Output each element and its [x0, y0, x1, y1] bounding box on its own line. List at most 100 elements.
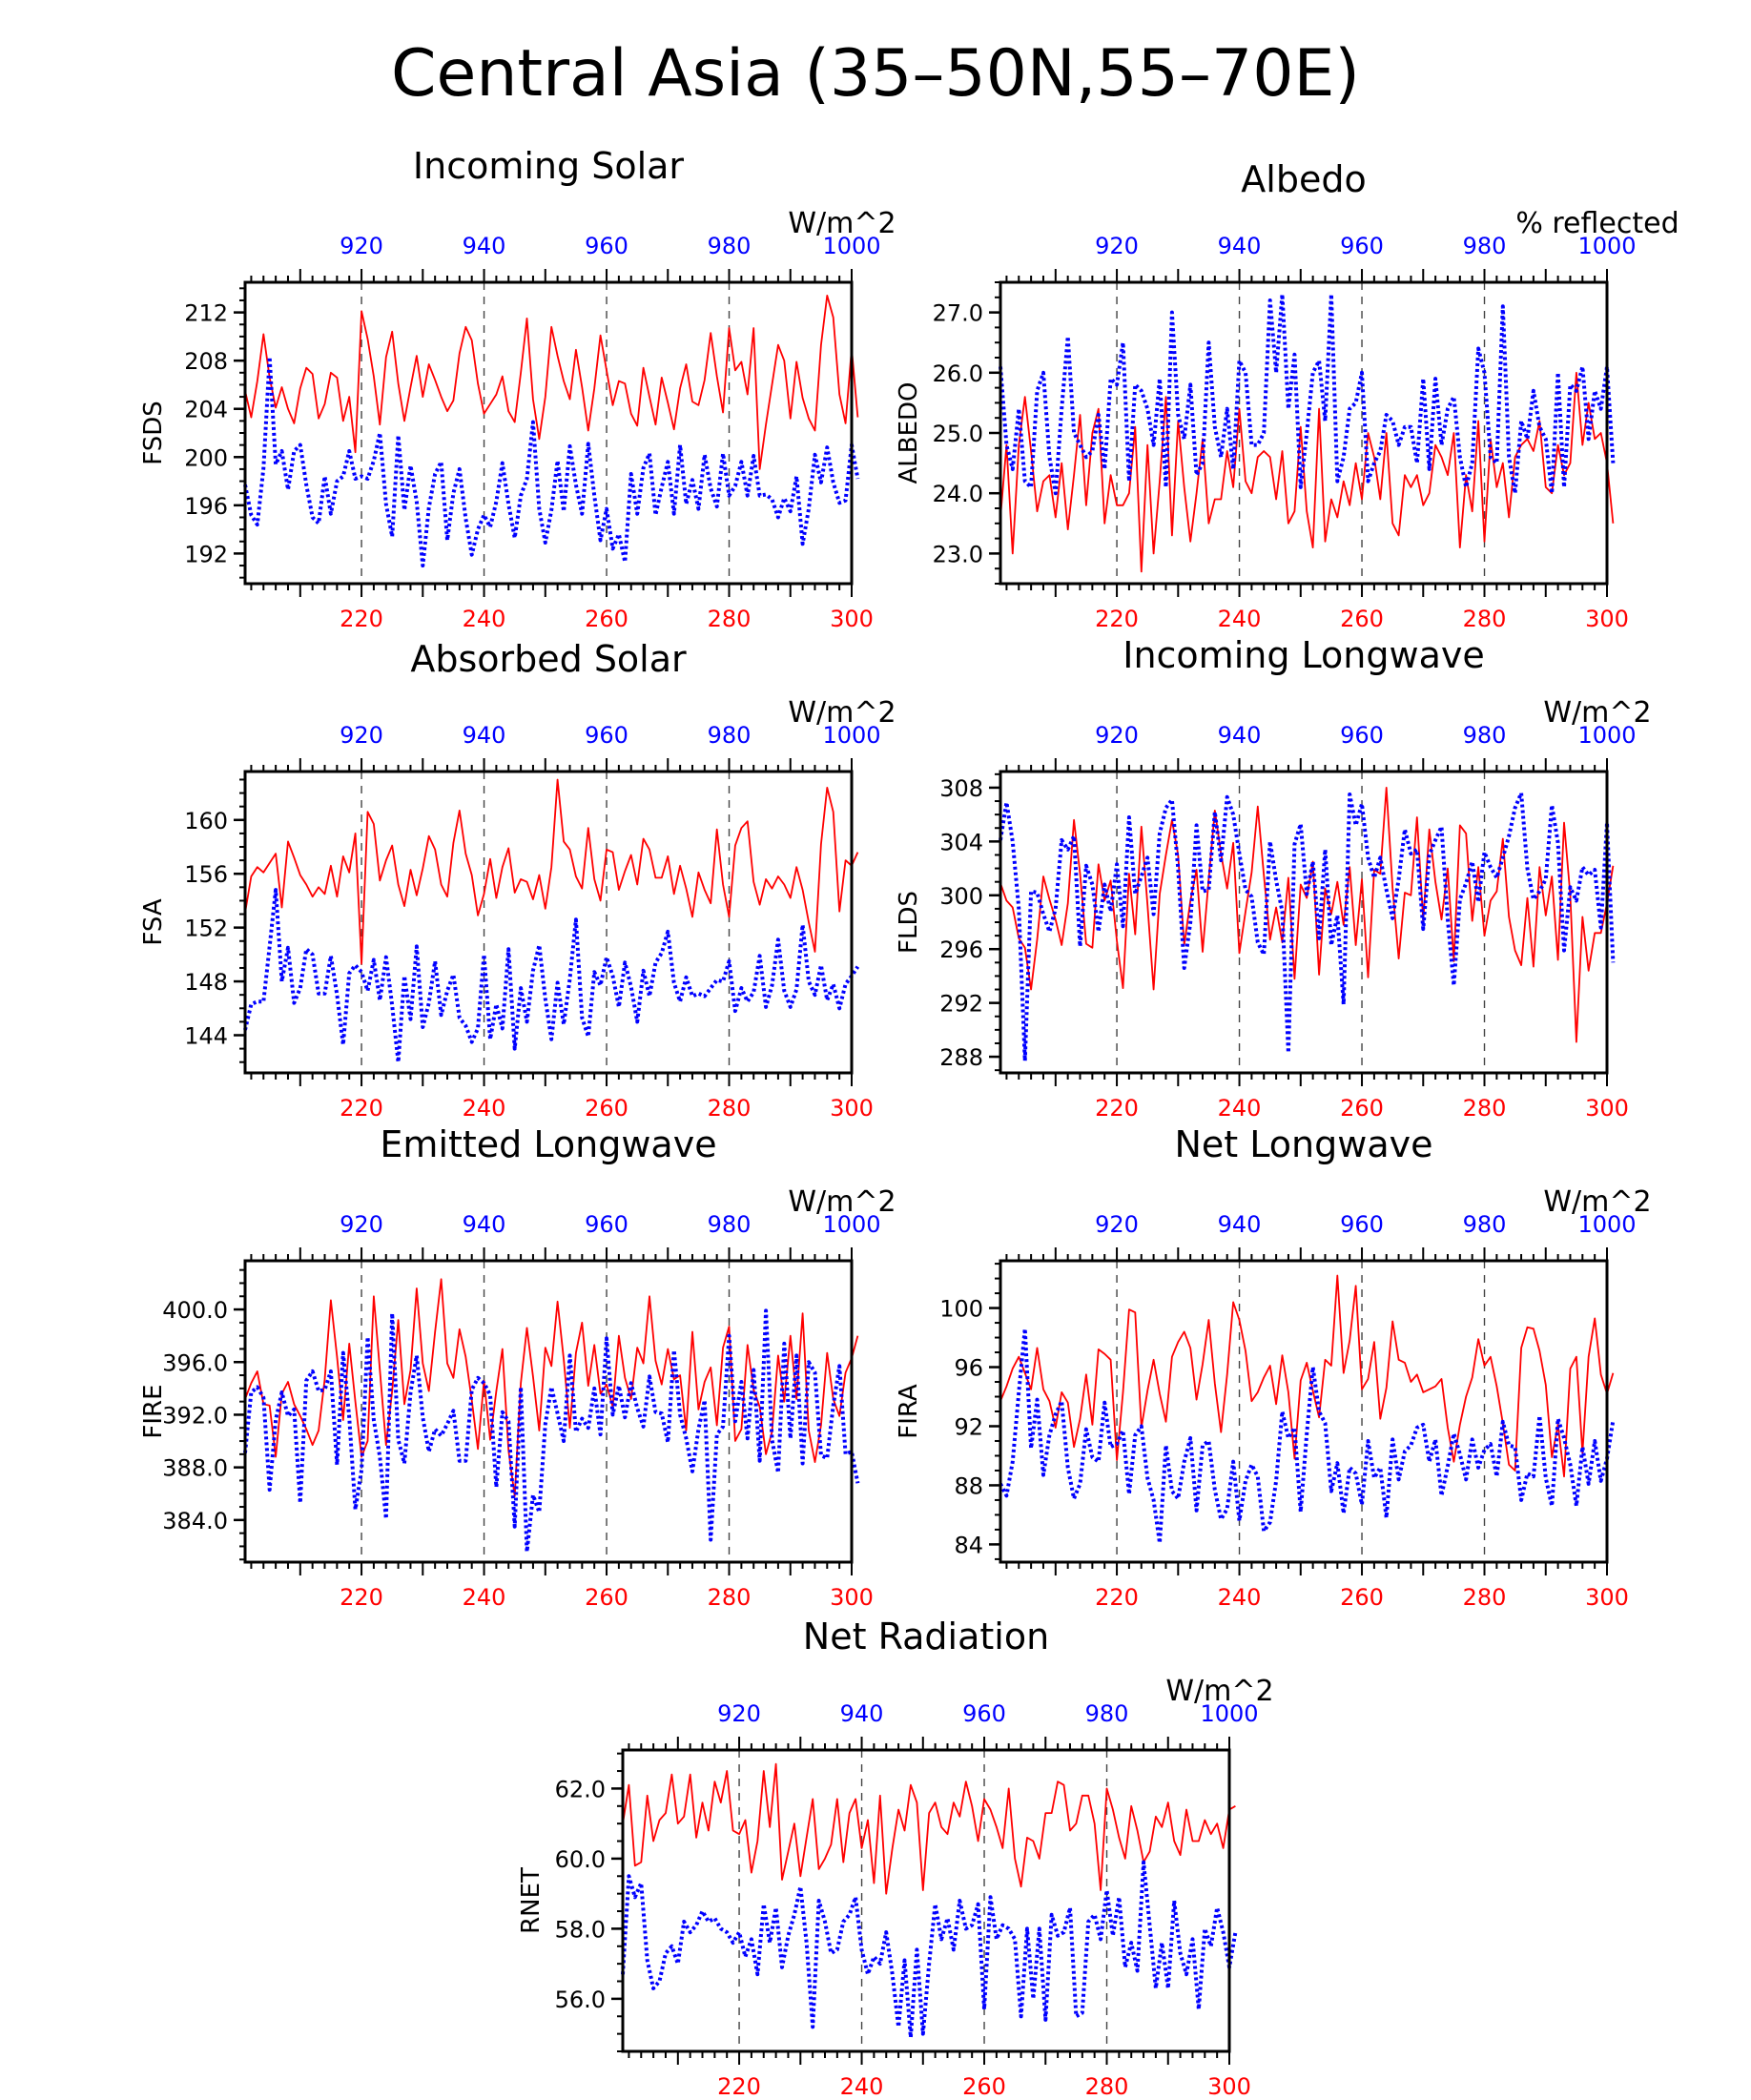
x-bottom-tick-label: 240: [1218, 1095, 1262, 1122]
panel-title: Net Longwave: [1175, 1123, 1433, 1165]
red-solid-series-line: [622, 1762, 1236, 1895]
plot-frame: [999, 770, 1609, 1075]
y-axis-label: FSA: [139, 898, 168, 945]
y-tick-label: 96: [954, 1355, 983, 1382]
y-tick-label: 392.0: [162, 1402, 228, 1429]
panel-title: Net Radiation: [803, 1616, 1049, 1657]
red-solid-series-line: [999, 1274, 1615, 1478]
x-top-tick-label: 920: [340, 722, 383, 749]
y-axis-label: ALBEDO: [895, 381, 923, 484]
y-tick-label: 388.0: [162, 1455, 228, 1482]
units-label: W/m^2: [788, 207, 896, 240]
x-bottom-tick-label: 280: [1463, 1584, 1507, 1611]
x-top-tick-label: 980: [1463, 1211, 1507, 1238]
x-bottom-tick-label: 260: [962, 2073, 1006, 2100]
x-top-tick-label: 980: [708, 1211, 752, 1238]
y-tick-label: 396.0: [162, 1349, 228, 1376]
y-tick-label: 300: [939, 883, 983, 910]
y-tick-label: 384.0: [162, 1508, 228, 1534]
x-bottom-tick-label: 300: [830, 1584, 874, 1611]
x-bottom-tick-label: 300: [830, 1095, 874, 1122]
x-bottom-tick-label: 300: [830, 606, 874, 632]
y-tick-label: 204: [184, 397, 228, 423]
x-top-tick-label: 960: [585, 722, 628, 749]
y-axis-label: FSDS: [139, 401, 168, 465]
units-label: W/m^2: [1543, 696, 1651, 730]
chart-panel-3: Absorbed Solar W/m^2 144 148 152 156 160 FSA 220…: [139, 638, 896, 1122]
x-bottom-tick-label: 260: [585, 606, 628, 632]
red-solid-series-line: [999, 787, 1615, 1043]
y-tick-label: 196: [184, 493, 228, 520]
y-tick-label: 84: [954, 1532, 983, 1558]
panels: Incoming Solar W/m^2 192 196 200 204 208 212 FSD…: [139, 145, 1679, 2100]
chart-panel-2: Albedo % reflected 23.0 24.0 25.0 26.0 27.0 ALB…: [895, 158, 1679, 632]
x-top-tick-label: 940: [1218, 233, 1262, 259]
plot-frame: [243, 280, 854, 586]
x-bottom-tick-label: 220: [340, 1095, 383, 1122]
x-bottom-tick-label: 220: [340, 1584, 383, 1611]
panel-title: Emitted Longwave: [380, 1123, 716, 1165]
units-label: % reflected: [1515, 207, 1679, 240]
x-bottom-tick-label: 220: [1095, 1095, 1139, 1122]
x-top-tick-label: 940: [463, 233, 506, 259]
x-top-tick-label: 1000: [1200, 1700, 1258, 1727]
x-top-tick-label: 920: [1095, 233, 1139, 259]
x-top-tick-label: 980: [708, 722, 752, 749]
x-top-tick-label: 960: [1340, 1211, 1384, 1238]
plot-frame: [243, 770, 854, 1075]
units-label: W/m^2: [788, 1185, 896, 1219]
x-top-tick-label: 960: [962, 1700, 1006, 1727]
x-bottom-tick-label: 280: [708, 606, 752, 632]
y-tick-label: 60.0: [555, 1846, 606, 1873]
x-top-tick-label: 980: [1463, 722, 1507, 749]
y-axis-label: FIRA: [895, 1384, 923, 1439]
x-bottom-tick-label: 300: [1585, 606, 1629, 632]
x-bottom-tick-label: 260: [585, 1584, 628, 1611]
x-bottom-tick-label: 240: [840, 2073, 884, 2100]
x-bottom-tick-label: 300: [1585, 1584, 1629, 1611]
y-tick-label: 26.0: [933, 360, 983, 387]
y-tick-label: 100: [939, 1296, 983, 1323]
panel-title: Incoming Solar: [413, 145, 685, 187]
x-bottom-tick-label: 260: [585, 1095, 628, 1122]
x-top-tick-label: 1000: [1577, 1211, 1636, 1238]
figure-title: Central Asia (35–50N,55–70E): [391, 36, 1360, 112]
chart-panel-6: Net Longwave W/m^2 84 88 92 96 100 FIRA 220 240 26…: [895, 1123, 1652, 1611]
x-bottom-tick-label: 220: [340, 606, 383, 632]
y-axis-label: RNET: [517, 1867, 546, 1934]
x-bottom-tick-label: 220: [717, 2073, 761, 2100]
chart-panel-7: Net Radiation W/m^2 56.0 58.0 60.0 62.0 RNET 22…: [517, 1616, 1274, 2100]
y-tick-label: 304: [939, 829, 983, 855]
x-bottom-tick-label: 260: [1340, 1584, 1384, 1611]
x-top-tick-label: 920: [1095, 1211, 1139, 1238]
x-bottom-tick-label: 220: [1095, 1584, 1139, 1611]
red-solid-series-line: [999, 371, 1615, 573]
x-top-tick-label: 920: [340, 1211, 383, 1238]
x-top-tick-label: 980: [1463, 233, 1507, 259]
x-top-tick-label: 1000: [822, 233, 880, 259]
y-tick-label: 58.0: [555, 1916, 606, 1943]
x-top-tick-label: 940: [463, 1211, 506, 1238]
x-bottom-tick-label: 240: [463, 1095, 506, 1122]
y-tick-label: 27.0: [933, 300, 983, 327]
x-top-tick-label: 940: [1218, 722, 1262, 749]
x-top-tick-label: 920: [340, 233, 383, 259]
x-top-tick-label: 940: [840, 1700, 884, 1727]
blue-dotted-series-line: [621, 1860, 1238, 2040]
x-bottom-tick-label: 280: [1085, 2073, 1129, 2100]
y-tick-label: 144: [184, 1023, 228, 1050]
x-top-tick-label: 940: [1218, 1211, 1262, 1238]
y-tick-label: 200: [184, 444, 228, 471]
red-solid-series-line: [244, 778, 859, 965]
panel-title: Absorbed Solar: [410, 638, 687, 680]
y-axis-label: FIRE: [139, 1384, 168, 1438]
units-label: W/m^2: [788, 696, 896, 730]
blue-dotted-series-line: [999, 1327, 1616, 1545]
y-tick-label: 208: [184, 348, 228, 375]
y-tick-label: 62.0: [555, 1776, 606, 1802]
x-top-tick-label: 1000: [1577, 722, 1636, 749]
y-tick-label: 156: [184, 861, 228, 888]
blue-dotted-series-line: [999, 791, 1616, 1063]
y-tick-label: 308: [939, 775, 983, 802]
